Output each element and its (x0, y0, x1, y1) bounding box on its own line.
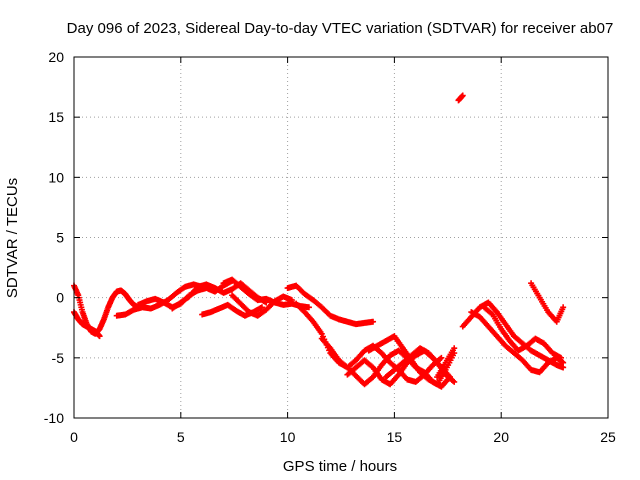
data-point (288, 297, 295, 304)
series-track-b (71, 309, 103, 340)
data-point (560, 304, 567, 311)
y-tick-label: 20 (48, 49, 64, 65)
series-track-o (434, 345, 458, 381)
data-point (459, 92, 466, 99)
data-point (370, 318, 377, 325)
x-tick-label: 10 (280, 429, 296, 445)
x-axis-label: GPS time / hours (283, 458, 397, 475)
series-track-t (528, 280, 567, 325)
data-point (451, 378, 458, 385)
plot-frame (73, 56, 609, 419)
data-point (438, 354, 445, 361)
y-tick-label: -10 (44, 410, 64, 426)
series-track-s (481, 304, 565, 361)
y-tick-label: 10 (48, 169, 64, 185)
chart-title: Day 096 of 2023, Sidereal Day-to-day VTE… (67, 20, 614, 37)
axis-ticks: 0 5 10 15 20 25 -10 -5 0 5 10 15 20 (44, 49, 616, 445)
y-tick-label: 0 (56, 290, 64, 306)
data-point (558, 354, 565, 361)
series-track-n (382, 345, 458, 385)
data-point (560, 359, 567, 366)
x-tick-label: 15 (387, 429, 403, 445)
y-axis-label: SDTVAR / TECUs (4, 178, 21, 298)
y-tick-label: 15 (48, 109, 64, 125)
data-point (96, 333, 103, 340)
x-tick-label: 5 (177, 429, 185, 445)
series-track-a (71, 282, 142, 337)
series-track-i (284, 282, 377, 328)
series-track-p (455, 92, 466, 104)
y-tick-label: -5 (52, 350, 65, 366)
data-points (71, 92, 567, 390)
x-tick-label: 0 (70, 429, 78, 445)
x-tick-label: 20 (493, 429, 509, 445)
data-point (451, 345, 458, 352)
y-tick-label: 5 (56, 230, 64, 246)
series-track-h (229, 292, 295, 319)
x-tick-label: 25 (600, 429, 616, 445)
data-point (305, 304, 312, 311)
series-track-r (468, 309, 567, 376)
